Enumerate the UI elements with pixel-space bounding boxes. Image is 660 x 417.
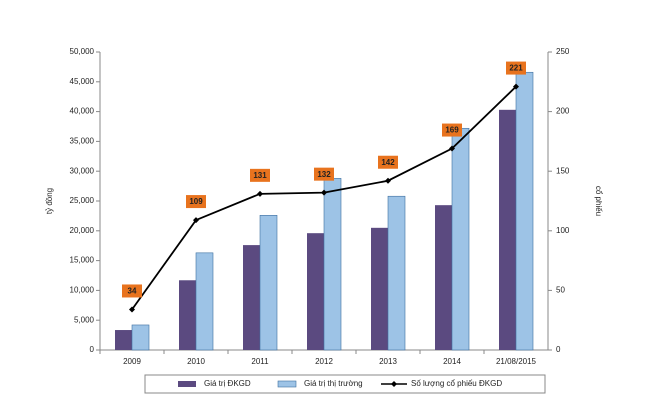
- bar: [387, 195, 406, 351]
- y2-tick-label: 200: [556, 107, 570, 116]
- y2-axis-label: cổ phiếu: [594, 186, 603, 216]
- data-label-box: [442, 123, 462, 137]
- marker: [449, 145, 455, 152]
- data-label: 109: [189, 197, 203, 206]
- y-tick-label: 5,000: [74, 315, 95, 324]
- x-tick-label: 2012: [315, 357, 333, 366]
- marker: [193, 217, 199, 224]
- marker: [385, 177, 391, 184]
- y-tick-label: 30,000: [70, 166, 95, 175]
- data-label: 221: [509, 64, 523, 73]
- legend-label: Số lượng cổ phiếu ĐKGD: [411, 379, 502, 388]
- legend-swatch: [178, 381, 196, 387]
- marker: [321, 189, 327, 196]
- x-tick-label: 2013: [379, 357, 397, 366]
- y2-tick-label: 100: [556, 226, 570, 235]
- y-tick-label: 45,000: [70, 77, 95, 86]
- bar: [179, 280, 196, 350]
- legend-marker: [391, 381, 397, 387]
- y-tick-label: 50,000: [70, 47, 95, 56]
- bar: [435, 205, 452, 350]
- data-label-box: [250, 168, 270, 182]
- y-tick-label: 35,000: [70, 137, 95, 146]
- y-axis-label: tỷ đồng: [45, 188, 54, 214]
- legend-label: Giá trị thị trường: [304, 379, 363, 388]
- y-tick-label: 40,000: [70, 107, 95, 116]
- data-label: 142: [381, 158, 395, 167]
- y2-tick-label: 0: [556, 345, 561, 354]
- bar: [323, 178, 342, 351]
- bar: [243, 245, 260, 350]
- y2-tick-label: 50: [556, 286, 565, 295]
- data-label-box: [378, 155, 398, 169]
- bar: [371, 227, 388, 350]
- bar: [195, 252, 214, 351]
- data-label-box: [186, 195, 206, 209]
- data-label: 169: [445, 126, 459, 135]
- y-tick-label: 15,000: [70, 256, 95, 265]
- bar: [515, 71, 534, 351]
- marker: [129, 306, 135, 313]
- x-tick-label: 2009: [123, 357, 141, 366]
- data-label: 131: [253, 171, 267, 180]
- marker: [257, 190, 263, 197]
- legend-label: Giá trị ĐKGD: [204, 379, 251, 388]
- y2-tick-label: 250: [556, 47, 570, 56]
- legend-swatch: [277, 380, 297, 388]
- bar: [115, 330, 132, 350]
- marker: [513, 83, 519, 90]
- data-label-box: [506, 61, 526, 75]
- x-tick-label: 2011: [251, 357, 269, 366]
- data-label: 132: [317, 170, 331, 179]
- y-tick-label: 25,000: [70, 196, 95, 205]
- bar: [499, 109, 516, 350]
- y-tick-label: 20,000: [70, 226, 95, 235]
- bar: [451, 127, 470, 351]
- data-label-box: [314, 167, 334, 181]
- data-label: 34: [128, 287, 137, 296]
- x-tick-label: 21/08/2015: [496, 357, 537, 366]
- x-tick-label: 2014: [443, 357, 461, 366]
- legend-box: [144, 374, 546, 394]
- y2-tick-label: 150: [556, 166, 570, 175]
- bar: [259, 215, 278, 351]
- y-tick-label: 10,000: [70, 286, 95, 295]
- y-tick-label: 0: [90, 345, 95, 354]
- data-label-box: [122, 284, 142, 298]
- x-tick-label: 2010: [187, 357, 205, 366]
- bar: [307, 233, 324, 350]
- bar: [131, 324, 150, 351]
